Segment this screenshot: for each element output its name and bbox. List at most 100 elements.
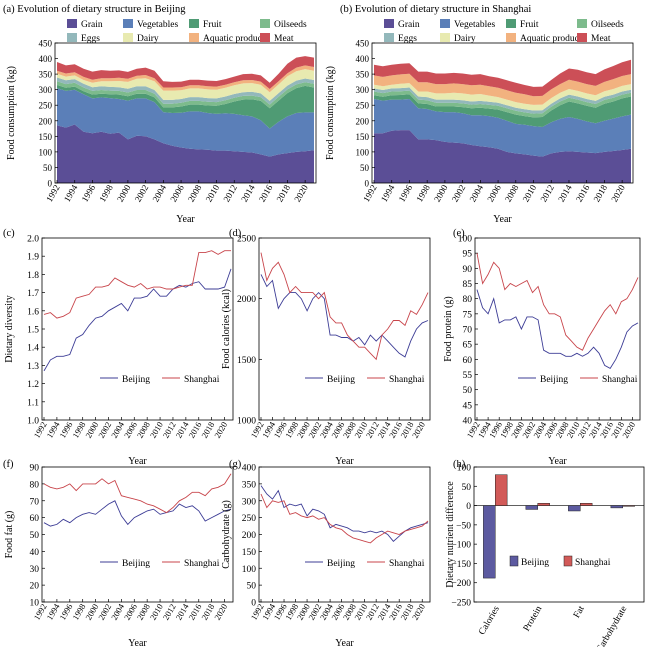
legend-label: Beijing xyxy=(122,559,150,569)
panel-title: (b) Evolution of dietary structure in Sh… xyxy=(340,4,531,15)
legend-label: Dairy xyxy=(454,34,476,44)
x-tick-label: 1996 xyxy=(80,183,98,204)
x-tick-label: 2020 xyxy=(410,602,427,622)
y-tick-label: 100 xyxy=(356,147,370,157)
y-tick-label: 55 xyxy=(463,371,473,381)
panel-g: (g) Carbohydrate (g) 0 50 100 150 200 250 300 350… xyxy=(221,459,431,647)
bar-bar_beijing xyxy=(483,505,496,579)
area-eggs xyxy=(57,77,314,105)
legend-label: Grain xyxy=(81,20,103,30)
legend-swatch xyxy=(506,33,516,42)
legend-swatch xyxy=(189,33,199,42)
y-tick-label: 450 xyxy=(39,39,53,49)
y-tick-label: 400 xyxy=(356,54,370,64)
x-axis-label: Year xyxy=(335,456,354,467)
y-tick-label: 0 xyxy=(466,502,471,512)
x-tick-label: 2018 xyxy=(274,183,292,204)
x-axis-label: Year xyxy=(128,638,147,647)
y-tick-label: 60 xyxy=(463,356,473,366)
x-tick-label: 2012 xyxy=(538,183,556,204)
y-tick-label: 300 xyxy=(39,85,53,95)
legend-swatch xyxy=(189,19,199,28)
legend-label: Shanghai xyxy=(575,558,611,568)
y-tick-label: 40 xyxy=(463,417,473,427)
plot-frame xyxy=(371,42,634,184)
legend-label: Oilseeds xyxy=(274,20,307,30)
y-tick-label: 50 xyxy=(463,386,473,396)
legend-label: Eggs xyxy=(398,34,417,44)
area-grain xyxy=(57,124,314,183)
x-tick-label: 2018 xyxy=(591,183,609,204)
x-tick-label: 2020 xyxy=(620,420,637,440)
x-tick-label: 1994 xyxy=(62,183,80,204)
x-axis-label: Year xyxy=(493,214,512,225)
legend-swatch xyxy=(563,555,573,567)
x-tick-label: 2014 xyxy=(239,183,257,204)
area-grain xyxy=(374,130,631,183)
y-tick-label: 100 xyxy=(242,565,257,575)
y-tick-label: 1000 xyxy=(237,417,256,427)
legend-swatch xyxy=(577,33,587,42)
panel-title: (h) xyxy=(453,459,466,470)
x-tick-label: 2008 xyxy=(503,183,521,204)
y-tick-label: 95 xyxy=(463,250,473,260)
legend-label: Meat xyxy=(591,34,611,44)
x-tick-label: 2016 xyxy=(257,183,275,204)
y-tick-label: 300 xyxy=(242,497,257,507)
y-tick-label: 0 xyxy=(251,599,256,609)
x-tick-label: 2000 xyxy=(115,183,133,204)
x-tick-label: 1998 xyxy=(97,183,115,204)
legend-swatch xyxy=(67,33,77,42)
panel-title: (d) xyxy=(229,228,242,239)
bar-bar_shanghai xyxy=(495,474,508,506)
category-label: Carbohydrate xyxy=(595,605,630,647)
y-tick-label: 30 xyxy=(30,565,40,575)
y-tick-label: 80 xyxy=(463,295,473,305)
x-tick-label: 2006 xyxy=(168,183,186,204)
legend-label: Dairy xyxy=(137,34,159,44)
y-tick-label: 1.6 xyxy=(27,307,39,317)
area-dairy xyxy=(57,69,314,101)
y-tick-label: 70 xyxy=(30,497,40,507)
x-tick-label: 2002 xyxy=(450,183,468,204)
plot-frame xyxy=(258,237,431,421)
y-tick-label: 100 xyxy=(458,235,473,245)
legend-swatch xyxy=(384,19,394,28)
y-tick-label: 1.3 xyxy=(27,362,39,372)
y-axis-label: Food fat (g) xyxy=(4,511,15,559)
legend-swatch xyxy=(577,19,587,28)
legend-swatch xyxy=(123,33,133,42)
plot-frame xyxy=(54,42,317,184)
y-tick-label: 50 xyxy=(43,163,53,173)
legend-label: Beijing xyxy=(540,375,568,385)
area-fruit xyxy=(57,85,314,129)
x-axis-label: Year xyxy=(176,214,195,225)
category-label: Calories xyxy=(477,604,502,637)
y-tick-label: 150 xyxy=(39,132,53,142)
y-tick-label: 100 xyxy=(39,147,53,157)
x-tick-label: 2020 xyxy=(212,602,229,622)
y-tick-label: 300 xyxy=(356,85,370,95)
y-tick-label: 350 xyxy=(39,70,53,80)
legend-swatch xyxy=(509,555,519,567)
y-tick-label: 90 xyxy=(463,265,473,275)
x-tick-label: 2002 xyxy=(133,183,151,204)
y-tick-label: 1.2 xyxy=(27,380,39,390)
y-tick-label: 20 xyxy=(30,582,40,592)
legend-label: Beijing xyxy=(122,375,150,385)
area-fruit xyxy=(374,94,631,127)
y-tick-label: 400 xyxy=(242,464,257,474)
y-tick-label: 400 xyxy=(39,54,53,64)
area-eggs xyxy=(374,87,631,114)
area-aquatic xyxy=(57,65,314,93)
legend-label: Beijing xyxy=(327,559,355,569)
legend-swatch xyxy=(67,19,77,28)
y-tick-label: 90 xyxy=(30,464,40,474)
y-tick-label: 350 xyxy=(356,70,370,80)
y-tick-label: 40 xyxy=(30,548,40,558)
x-tick-label: 2020 xyxy=(609,183,627,204)
plot-frame xyxy=(474,237,641,421)
panel-title: (a) Evolution of dietary structure in Be… xyxy=(3,4,186,15)
legend-label: Fruit xyxy=(520,20,539,30)
series-line-shanghai xyxy=(43,250,231,319)
